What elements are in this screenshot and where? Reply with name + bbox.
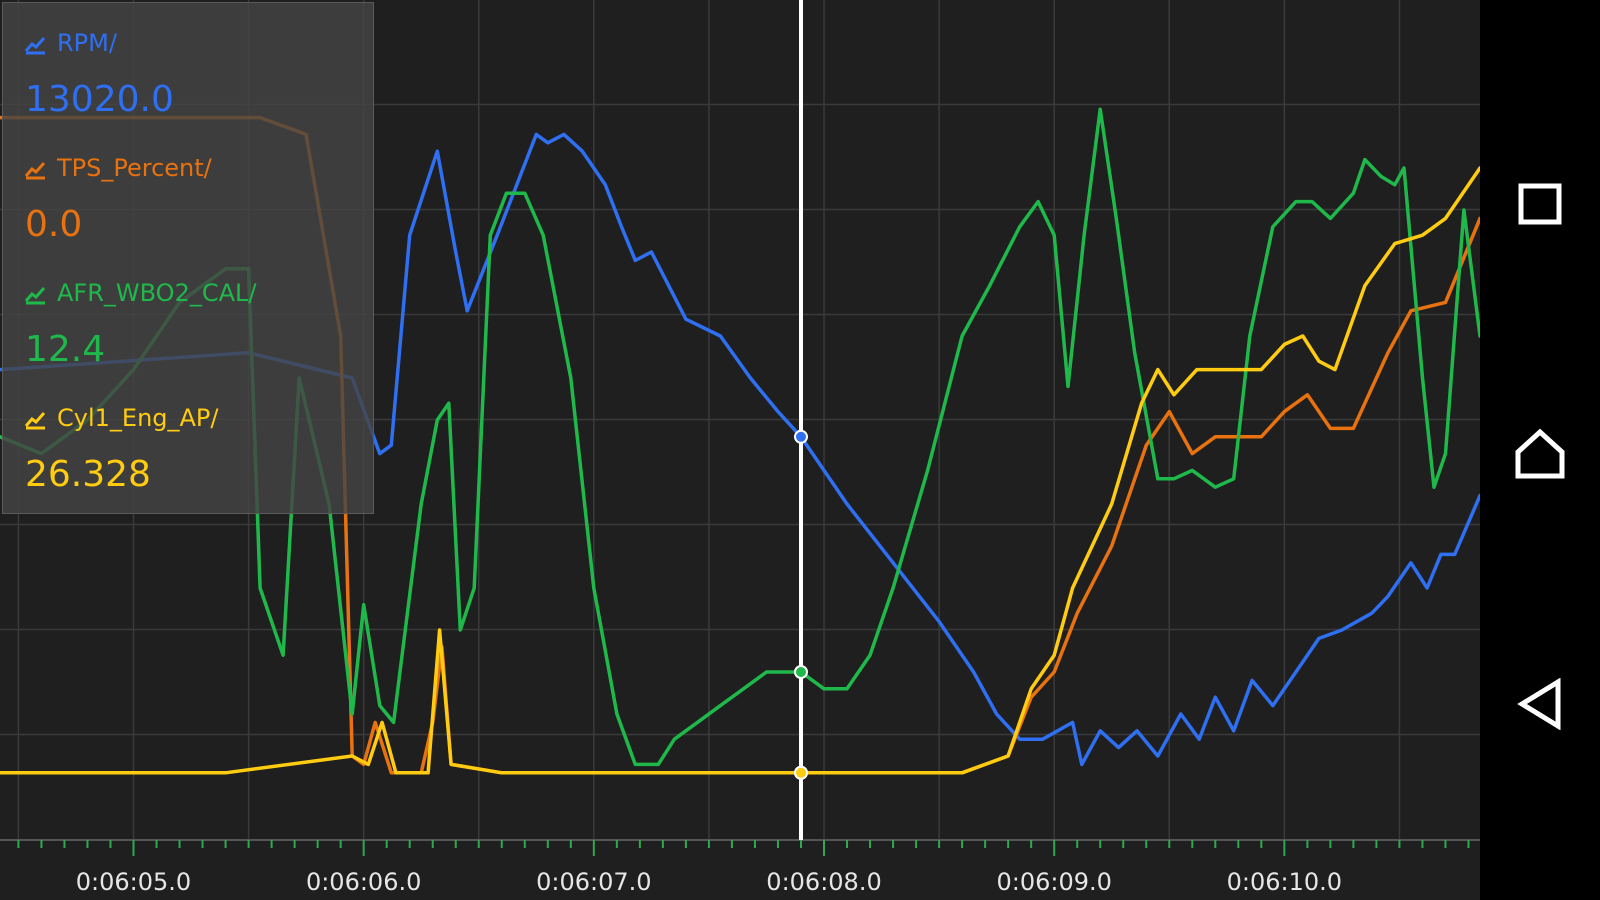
cursor-marker-0 <box>793 429 808 444</box>
legend-label: TPS_Percent/ <box>57 154 212 182</box>
legend-value: 26.328 <box>25 454 151 495</box>
x-tick-label: 0:06:10.0 <box>1227 868 1342 896</box>
recents-button[interactable] <box>1498 163 1582 247</box>
cursor-layer[interactable] <box>793 0 808 840</box>
legend-item-tps: TPS_Percent/ 0.0 <box>3 142 373 252</box>
android-nav-bar <box>1480 0 1600 900</box>
recents-square-icon <box>1518 183 1562 225</box>
chart-line-icon <box>23 156 47 180</box>
legend-item-cyl1: Cyl1_Eng_AP/ 26.328 <box>3 392 373 502</box>
x-axis: 0:06:05.0 0:06:06.0 0:06:07.0 0:06:08.0 0:06… <box>17 840 1470 896</box>
legend-item-afr: AFR_WBO2_CAL/ 12.4 <box>3 267 373 377</box>
x-tick-label: 0:06:05.0 <box>76 868 191 896</box>
back-button[interactable] <box>1498 662 1582 746</box>
legend-value: 12.4 <box>25 329 106 370</box>
series-layer <box>0 107 1480 775</box>
legend-panel: RPM/ 13020.0 TPS_Percent/ 0.0 AFR_WBO2_C… <box>2 2 374 514</box>
x-tick-label: 0:06:09.0 <box>996 868 1111 896</box>
legend-name-rpm: RPM/ <box>23 29 117 57</box>
legend-label: AFR_WBO2_CAL/ <box>57 279 257 307</box>
legend-label: RPM/ <box>57 29 117 57</box>
cursor-marker-3 <box>793 765 808 780</box>
legend-name-cyl1: Cyl1_Eng_AP/ <box>23 404 218 432</box>
legend-value: 13020.0 <box>25 79 174 120</box>
chart-line-icon <box>23 406 47 430</box>
legend-name-afr: AFR_WBO2_CAL/ <box>23 279 256 307</box>
home-icon <box>1515 428 1565 479</box>
x-tick-label: 0:06:06.0 <box>306 868 421 896</box>
legend-name-tps: TPS_Percent/ <box>23 154 212 182</box>
series-line-2 <box>0 107 1480 767</box>
legend-value: 0.0 <box>25 204 83 245</box>
x-tick-label: 0:06:08.0 <box>766 868 881 896</box>
cursor-marker-2 <box>793 665 808 679</box>
legend-label: Cyl1_Eng_AP/ <box>57 404 219 432</box>
plot-area[interactable]: 0:06:05.0 0:06:06.0 0:06:07.0 0:06:08.0 0:06… <box>0 0 1480 900</box>
x-tick-label: 0:06:07.0 <box>536 868 651 896</box>
back-triangle-icon <box>1517 678 1561 730</box>
series-line-0 <box>0 132 1480 767</box>
chart-canvas[interactable]: 0:06:05.0 0:06:06.0 0:06:07.0 0:06:08.0 0:06… <box>0 0 1480 900</box>
legend-item-rpm: RPM/ 13020.0 <box>3 17 373 127</box>
chart-line-icon <box>23 281 47 305</box>
home-button[interactable] <box>1498 412 1582 496</box>
chart-line-icon <box>23 31 47 55</box>
series-line-3 <box>0 166 1480 775</box>
